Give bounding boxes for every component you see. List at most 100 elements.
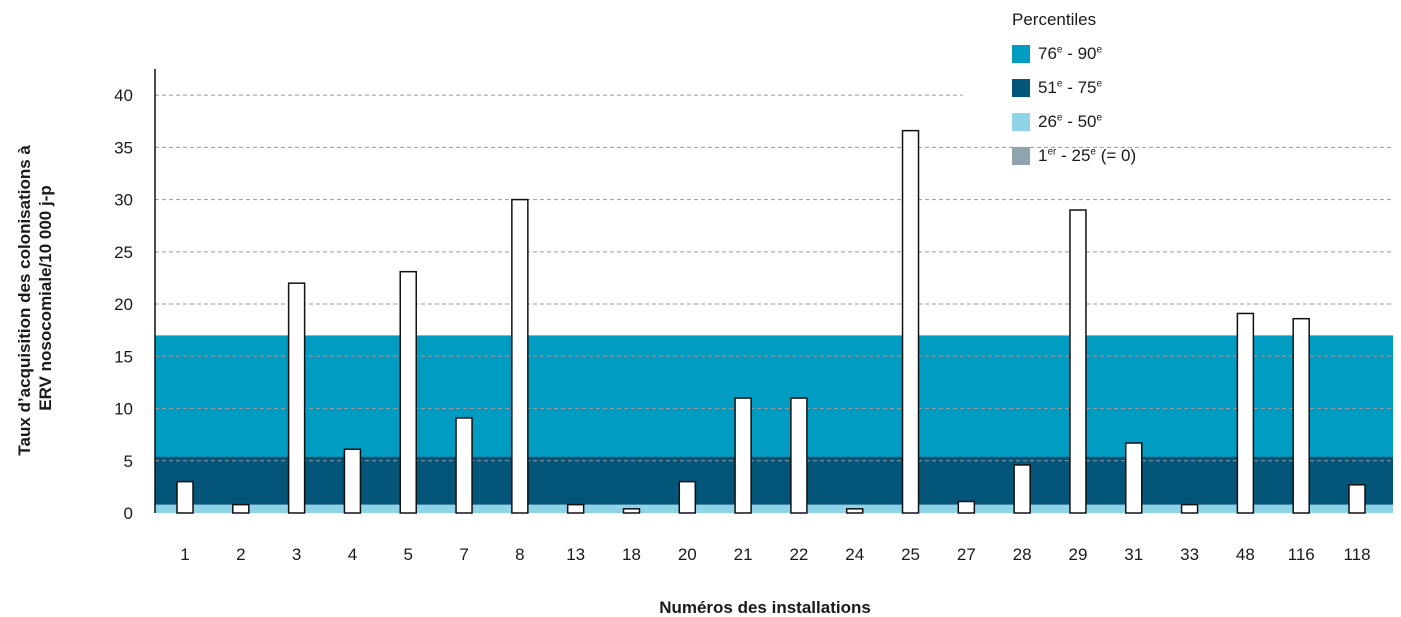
bar-13 <box>566 503 585 514</box>
bar-4 <box>343 448 362 514</box>
legend-label-part: - <box>1062 43 1078 63</box>
x-tick-label-29: 29 <box>1068 545 1087 564</box>
legend-label-part: e <box>1096 43 1103 55</box>
legend-label-part: - <box>1062 111 1078 131</box>
legend-label-part: e <box>1056 77 1063 89</box>
gridlines <box>155 94 1393 462</box>
legend-label-part: e <box>1090 145 1096 157</box>
bars <box>176 129 1366 514</box>
x-tick-label-33: 33 <box>1180 545 1199 564</box>
legend-label-part: 26 <box>1038 111 1057 131</box>
bar-2 <box>232 503 250 514</box>
bar-18 <box>622 508 641 514</box>
x-tick-label-116: 116 <box>1288 545 1315 564</box>
y-tick-label-5: 5 <box>124 452 133 471</box>
bar-24 <box>845 508 864 514</box>
legend-label-part: 25 <box>1071 145 1091 165</box>
bar-22 <box>790 397 808 514</box>
legend-label-part: 90 <box>1077 43 1097 63</box>
bar-31 <box>1125 442 1143 514</box>
y-tick-label-20: 20 <box>114 295 133 314</box>
y-axis-title: Taux d’acquisition des colonisations à E… <box>15 140 55 455</box>
legend-label-part: 1 <box>1038 145 1048 165</box>
x-tick-label-48: 48 <box>1236 545 1255 564</box>
percentile-band-p3 <box>155 456 1393 505</box>
legend-label-part: - <box>1062 77 1078 97</box>
y-tick-label-25: 25 <box>114 243 133 262</box>
legend-label-p3: 51e - 75e <box>1038 78 1102 98</box>
y-tick-label-30: 30 <box>114 191 133 210</box>
legend-label-part: e <box>1056 43 1063 55</box>
bar-21 <box>734 397 752 514</box>
legend-item-p3: 51e - 75e <box>1012 76 1136 99</box>
y-axis-title-line-2: ERV nosocomiale/10 000 j-p <box>36 185 55 411</box>
x-tick-labels: 1 2 3 4 5 7 8 13 18 20 21 22 24 25 27 28 29 31 33 48 116 118 <box>180 545 1370 564</box>
legend-swatch-p4 <box>1012 44 1030 63</box>
x-tick-label-31: 31 <box>1124 545 1143 564</box>
bar-8 <box>511 198 529 514</box>
bar-116 <box>1292 317 1310 514</box>
legend-title: Percentiles <box>1012 10 1097 29</box>
legend-label-part: er <box>1047 145 1057 157</box>
legend-label-part: e <box>1056 111 1063 123</box>
legend-label-part: 75 <box>1077 77 1097 97</box>
legend-label-part: 51 <box>1038 77 1057 97</box>
legend-label-part: e <box>1096 111 1103 123</box>
y-tick-label-40: 40 <box>114 86 133 105</box>
bar-28 <box>1013 464 1031 514</box>
x-tick-label-25: 25 <box>901 545 920 564</box>
x-axis-title: Numéros des installations <box>659 598 871 617</box>
y-tick-label-10: 10 <box>114 400 133 419</box>
y-tick-label-35: 35 <box>114 138 133 157</box>
y-axis-title-line-1: Taux d’acquisition des colonisations à <box>15 145 34 456</box>
bar-29 <box>1069 209 1087 514</box>
bar-7 <box>455 417 473 514</box>
y-tick-label-0: 0 <box>124 504 133 523</box>
y-tick-labels: 0 5 10 15 20 25 30 35 40 <box>114 86 133 523</box>
y-tick-label-15: 15 <box>114 347 133 366</box>
bar-3 <box>287 282 306 514</box>
legend-label-part: - <box>1056 145 1072 165</box>
bar-25 <box>901 129 920 514</box>
legend-item-p4: 76e - 90e <box>1012 42 1136 65</box>
bar-118 <box>1348 484 1366 514</box>
x-tick-label-8: 8 <box>515 545 524 564</box>
legend-label-p2: 26e - 50e <box>1038 112 1102 132</box>
x-tick-label-1: 1 <box>180 545 189 564</box>
bar-5 <box>399 270 417 514</box>
legend-label-part: 76 <box>1038 43 1057 63</box>
x-tick-label-3: 3 <box>292 545 301 564</box>
x-tick-label-5: 5 <box>404 545 413 564</box>
legend-item-p2: 26e - 50e <box>1012 110 1136 133</box>
x-tick-label-118: 118 <box>1343 545 1370 564</box>
x-tick-label-20: 20 <box>678 545 697 564</box>
legend-swatch-p1 <box>1012 146 1030 165</box>
bar-33 <box>1180 503 1199 514</box>
bar-27 <box>957 500 976 514</box>
x-tick-label-2: 2 <box>236 545 245 564</box>
legend-label-part: 50 <box>1077 111 1097 131</box>
legend-swatch-p3 <box>1012 78 1030 97</box>
legend-swatch-p2 <box>1012 112 1030 131</box>
bar-20 <box>678 480 697 514</box>
x-tick-label-24: 24 <box>845 545 864 564</box>
bar-48 <box>1236 312 1255 514</box>
percentile-band-p4 <box>155 335 1393 457</box>
legend-label-p4: 76e - 90e <box>1038 44 1102 64</box>
x-tick-label-13: 13 <box>566 545 585 564</box>
legend-label-part: e <box>1096 77 1103 89</box>
legend-item-p1: 1er - 25e (= 0) <box>1012 144 1136 167</box>
legend-label-p1: 1er - 25e (= 0) <box>1038 146 1136 166</box>
legend: Percentiles 76e - 90e 51e - 75e 26e - 50e 1… <box>1012 10 1136 178</box>
percentile-bands <box>155 335 1393 513</box>
x-tick-label-21: 21 <box>734 545 753 564</box>
x-tick-label-7: 7 <box>459 545 468 564</box>
x-tick-label-27: 27 <box>957 545 976 564</box>
legend-label-part: (= 0) <box>1095 145 1137 165</box>
bar-1 <box>176 480 194 514</box>
x-tick-label-28: 28 <box>1013 545 1032 564</box>
legend-items: 76e - 90e 51e - 75e 26e - 50e 1er - 25e (= … <box>1012 42 1136 167</box>
x-tick-label-22: 22 <box>789 545 808 564</box>
x-tick-label-4: 4 <box>348 545 357 564</box>
